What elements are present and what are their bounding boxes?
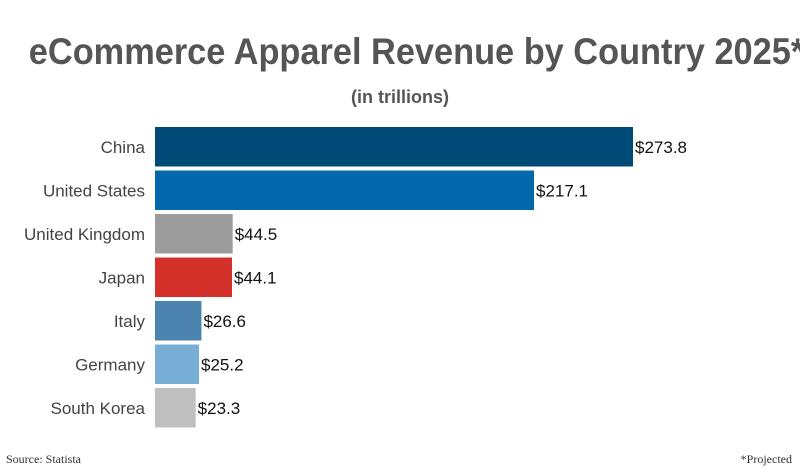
projected-note: *Projected [740,452,792,466]
category-label: South Korea [50,399,145,418]
category-label: China [101,138,146,157]
chart-subtitle: (in trillions) [351,87,449,107]
category-label: United Kingdom [24,225,145,244]
source-text: Source: Statista [6,452,81,466]
bar-south-korea [155,388,196,428]
bar-japan [155,257,232,297]
bar-united-kingdom [155,214,233,254]
category-label: United States [43,181,145,200]
bar-italy [155,301,202,341]
data-label: $23.3 [198,399,241,418]
category-label: Italy [114,312,146,331]
category-label: Germany [75,355,145,374]
data-label: $25.2 [201,355,244,374]
bar-germany [155,344,199,384]
bar-china [155,127,633,167]
data-label: $273.8 [635,138,687,157]
data-label: $26.6 [203,312,246,331]
data-label: $44.5 [235,225,278,244]
category-label: Japan [99,268,145,287]
chart-title: eCommerce Apparel Revenue by Country 202… [28,31,800,72]
data-label: $217.1 [536,181,588,200]
data-label: $44.1 [234,268,277,287]
bar-united-states [155,170,535,210]
